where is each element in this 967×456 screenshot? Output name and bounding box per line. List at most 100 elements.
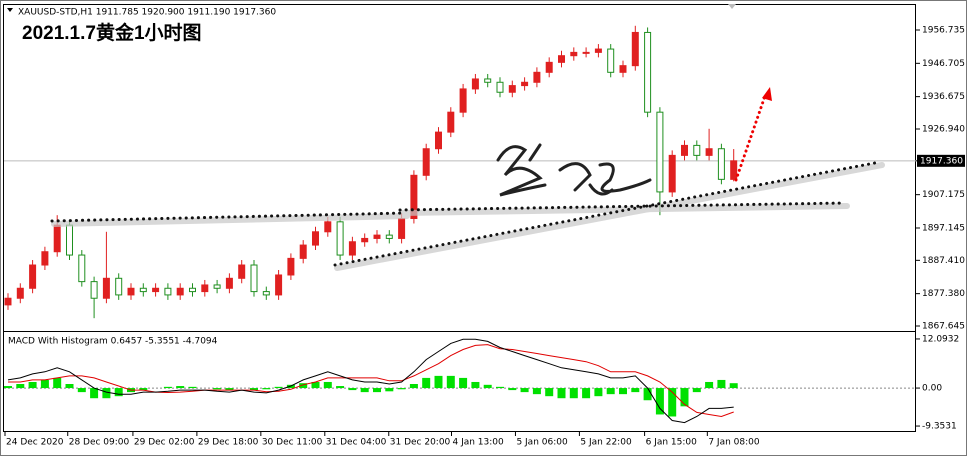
histogram-bar <box>348 388 357 391</box>
y-tick-label: 1917.360 <box>920 156 963 166</box>
candle-body <box>16 287 24 299</box>
candle-body <box>730 160 738 180</box>
candle-body <box>238 264 246 279</box>
histogram-bar <box>643 388 652 401</box>
histogram-bar <box>668 388 677 417</box>
candle-body <box>631 31 639 67</box>
x-tick-label: 5 Jan 22:00 <box>580 438 632 448</box>
histogram-bar <box>569 388 578 399</box>
histogram-bar <box>90 388 99 399</box>
candle-body <box>152 287 160 293</box>
y-tick-label: 12.0932 <box>922 334 959 344</box>
macd-title: MACD With Histogram 0.6457 -5.3551 -4.70… <box>8 337 218 347</box>
candle-body <box>225 277 233 289</box>
candle-body <box>373 234 381 239</box>
histogram-bar <box>323 381 332 389</box>
histogram-bar <box>545 388 554 397</box>
histogram-bar <box>262 388 271 390</box>
candle-body <box>422 148 430 176</box>
y-tick-label: 1867.645 <box>922 321 965 331</box>
histogram-bar <box>557 388 566 399</box>
candle-body <box>594 48 602 53</box>
histogram-bar <box>446 375 455 389</box>
candle-body <box>717 148 725 180</box>
candle-body <box>398 217 406 239</box>
signature <box>496 143 652 197</box>
candle-body <box>484 78 492 83</box>
candle-body <box>312 231 319 246</box>
histogram-bar <box>397 388 406 390</box>
histogram-bar <box>606 388 615 395</box>
histogram-bar <box>471 381 480 389</box>
y-tick-label: 1877.380 <box>922 289 965 299</box>
histogram-bar <box>114 388 123 397</box>
candle-body <box>189 287 196 293</box>
candle-body <box>29 264 37 289</box>
candle-body <box>385 234 393 239</box>
y-tick-label: 1956.735 <box>922 26 965 36</box>
candle-body <box>287 257 295 276</box>
menu-triangle <box>7 8 13 12</box>
x-tick-label: 30 Dec 11:00 <box>262 438 323 448</box>
histogram-bar <box>705 381 714 389</box>
histogram-bar <box>717 379 726 389</box>
candle-body <box>336 221 344 256</box>
candle-body <box>619 65 627 73</box>
candle-body <box>78 254 86 283</box>
candle-body <box>681 144 688 156</box>
candle-body <box>361 237 369 243</box>
histogram-bar <box>299 383 308 389</box>
x-tick-label: 7 Jan 08:00 <box>708 438 760 448</box>
x-tick-label: 24 Dec 2020 <box>6 438 64 448</box>
candle-body <box>570 51 578 57</box>
histogram-bar <box>422 377 431 389</box>
price-box <box>917 154 965 167</box>
histogram-bar <box>65 384 74 389</box>
histogram-bar <box>336 386 345 389</box>
candle-body <box>127 287 135 296</box>
histogram-bar <box>508 388 517 391</box>
candle-body <box>644 31 652 113</box>
annotations <box>50 87 885 271</box>
candle-body <box>262 291 270 296</box>
macd-line <box>7 338 734 424</box>
candle-body <box>471 78 479 90</box>
histogram-bar <box>139 388 148 391</box>
histogram-bar <box>434 375 443 389</box>
histogram-bar <box>619 388 627 395</box>
histogram-bar <box>176 386 185 389</box>
candle-body <box>582 51 590 54</box>
candle-body <box>447 111 455 133</box>
histogram-bar <box>163 386 172 389</box>
histogram-bar <box>459 377 468 389</box>
histogram-bar <box>680 388 689 407</box>
candle-body <box>558 55 565 63</box>
histogram-bar <box>520 388 529 393</box>
histogram-bar <box>28 381 37 389</box>
candle-body <box>668 154 676 193</box>
histogram-bar <box>250 388 258 391</box>
y-tick-label: 1887.410 <box>922 256 965 266</box>
histogram-bar <box>188 386 197 389</box>
candle-body <box>435 131 442 150</box>
candle-body <box>410 174 418 219</box>
candle-body <box>41 251 49 266</box>
histogram-bar <box>409 384 418 389</box>
y-tick-label: 1936.675 <box>922 92 965 102</box>
histogram-bar <box>311 381 320 389</box>
candle-body <box>348 241 356 256</box>
chart-title: 2021.1.7黄金1小时图 <box>22 21 202 44</box>
candle-body <box>213 284 221 289</box>
histogram-bar <box>274 386 283 389</box>
histogram-bar <box>40 379 49 389</box>
x-tick-label: 28 Dec 09:00 <box>69 438 130 448</box>
x-tick-label: 29 Dec 18:00 <box>198 438 259 448</box>
candle-body <box>53 224 61 253</box>
histogram-bar <box>53 377 62 389</box>
histogram-bar <box>16 384 25 389</box>
marks: 1956.735 1946.705 1936.675 1926.940 1917.360… <box>4 26 965 448</box>
histogram-bar <box>4 386 12 389</box>
